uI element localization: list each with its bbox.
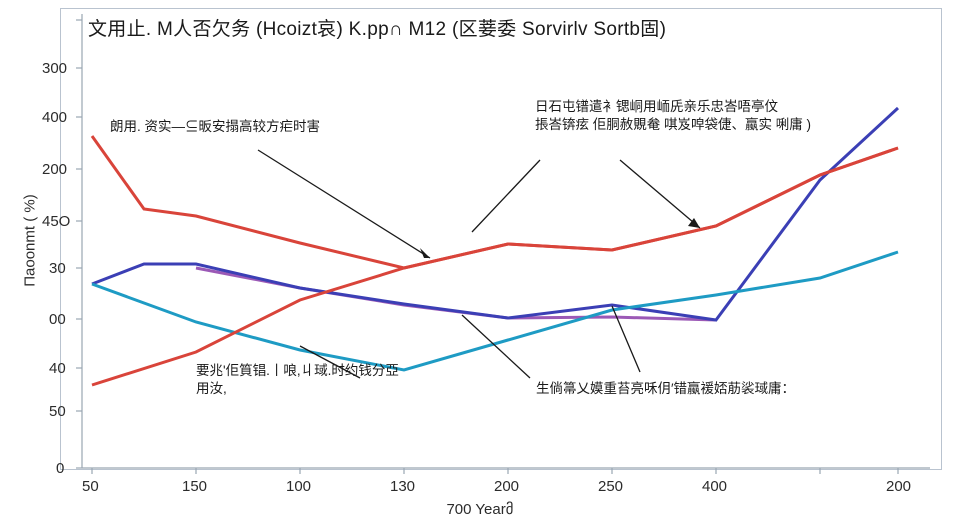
annotation-2: 要兆'佢筫锠.丨哴,丩琙.时约钱分亞 用汝,	[196, 363, 399, 397]
y-tick-label-3: 00	[49, 311, 66, 328]
series-cyan-rising	[91, 250, 899, 372]
x-tick-label-2: 100	[286, 478, 312, 495]
x-axis-label: 700 Yearმ	[446, 501, 514, 518]
x-tick-label-4: 200	[494, 478, 520, 495]
x-tick-label-0: 50	[82, 478, 99, 495]
y-tick-label-6: 200	[42, 161, 68, 178]
y-tick-marks	[76, 19, 82, 469]
plot-area-frame	[60, 8, 942, 470]
y-tick-label-7: 400	[42, 109, 68, 126]
y-tick-label-5: 45O	[42, 213, 71, 230]
y-axis-label: Пaoonmt ( %)	[21, 194, 39, 287]
arrow-annot3b	[611, 305, 641, 373]
x-tick-label-7: 200	[886, 478, 912, 495]
y-tick-label-2: 40	[49, 360, 66, 377]
y-tick-label-8: 300	[42, 60, 68, 77]
annotation-3: 生倘箒乂嫫重苔亮咊仴′错蠃褑娝荕裟琙庸：	[536, 381, 796, 396]
arrow-annot1	[471, 159, 541, 233]
x-tick-label-1: 150	[182, 478, 208, 495]
x-tick-label-6: 400	[702, 478, 728, 495]
y-tick-label-1: 50	[49, 403, 66, 420]
arrow-annot0	[257, 149, 431, 259]
y-tick-label-4: 30	[49, 260, 66, 277]
x-tick-marks	[91, 468, 899, 474]
annotation-1: 日石屯镨遣衤锶峒用峏兏亲乐忠峇唔亭伩 掁峇锛痃 佢胴赦覞奙 唭岌唕袋倢、蠃实 唎…	[535, 99, 811, 133]
arrow-annot3	[461, 314, 531, 379]
y-tick-label-0: 0	[56, 460, 65, 477]
arrow-annot1b	[619, 159, 701, 229]
x-tick-label-5: 250	[598, 478, 624, 495]
chart-title: 文用止. M人否欠务 (Hcoizt哀) K.pp∩ M12 (区菨委 Sorv…	[88, 19, 667, 40]
annotation-arrows	[257, 149, 701, 379]
series-red-rising	[91, 146, 899, 387]
annotation-0: 朗用. 资实—⊆昄安搨高较方疟时害	[110, 119, 321, 134]
x-tick-label-3: 130	[390, 478, 416, 495]
series-blue-purple	[91, 106, 900, 322]
arrow-annot2	[299, 345, 361, 379]
